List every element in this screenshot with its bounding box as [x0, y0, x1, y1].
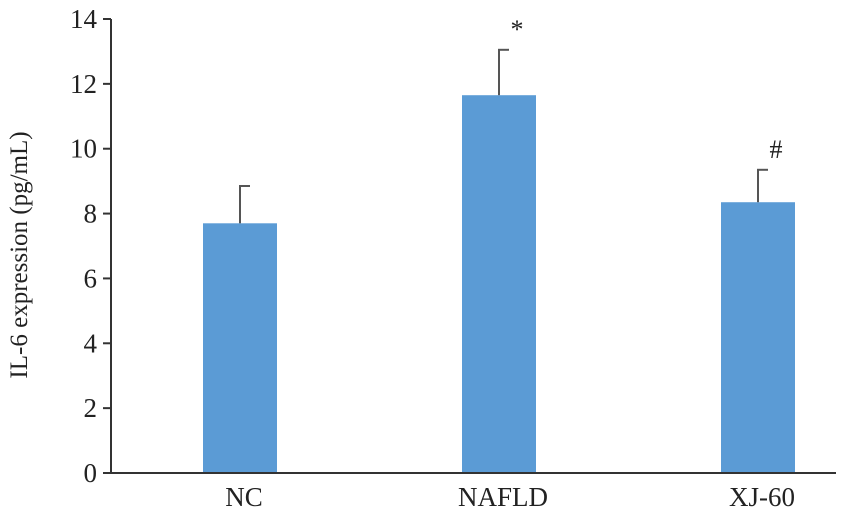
y-tick-label-2: 4 — [84, 328, 98, 358]
x-category-label-nafld: NAFLD — [458, 482, 548, 512]
y-tick-label-4: 8 — [84, 199, 98, 229]
x-category-label-xj-60: XJ-60 — [729, 482, 795, 512]
bars-group — [203, 95, 795, 473]
significance-mark-nafld: * — [511, 15, 524, 44]
x-category-label-nc: NC — [225, 482, 263, 512]
annotations-group: *# — [511, 15, 783, 164]
y-tick-label-1: 2 — [84, 393, 98, 423]
error-bars-group — [239, 48, 768, 224]
significance-mark-xj-60: # — [770, 135, 783, 164]
y-tick-label-6: 12 — [70, 69, 97, 99]
y-tick-label-3: 6 — [84, 263, 98, 293]
bar-xj-60 — [721, 202, 795, 473]
y-tick-label-5: 10 — [70, 134, 97, 164]
y-tick-label-7: 14 — [70, 4, 98, 34]
y-tick-label-0: 0 — [84, 458, 98, 488]
y-ticks-group: 0 2 4 6 8 10 12 14 — [70, 4, 111, 488]
y-axis-label: IL-6 expression (pg/mL) — [6, 131, 33, 378]
x-categories-group: NC NAFLD XJ-60 — [225, 482, 795, 512]
bar-nc — [203, 223, 277, 473]
bar-nafld — [462, 95, 536, 473]
